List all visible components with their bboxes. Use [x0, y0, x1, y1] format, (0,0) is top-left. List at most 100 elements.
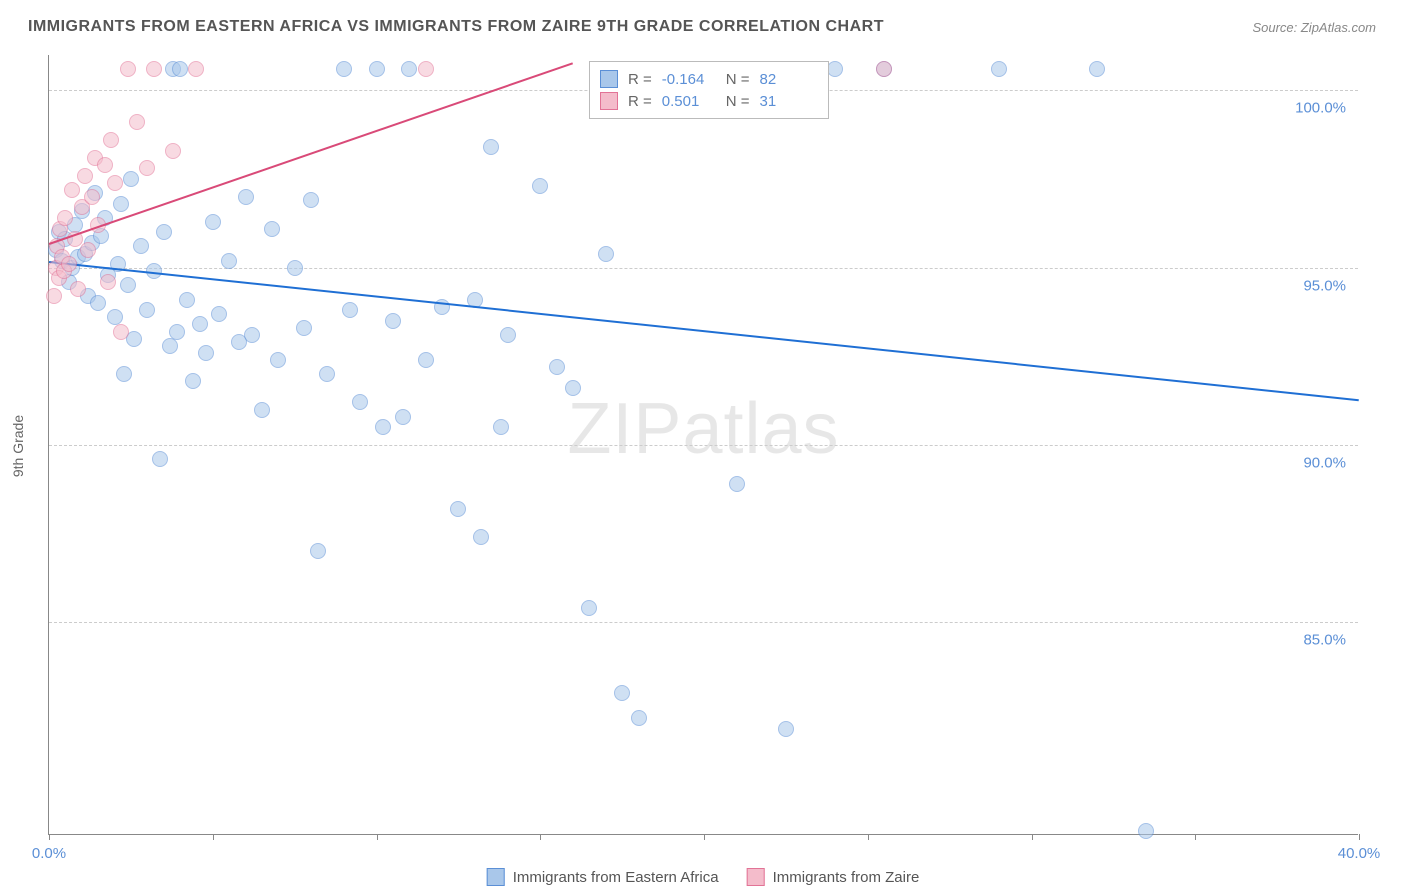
data-point — [876, 61, 892, 77]
data-point — [84, 189, 100, 205]
y-tick-label: 90.0% — [1303, 455, 1346, 472]
data-point — [64, 182, 80, 198]
x-tick — [704, 834, 705, 840]
data-point — [270, 352, 286, 368]
data-point — [179, 292, 195, 308]
series-swatch — [600, 70, 618, 88]
data-point — [97, 157, 113, 173]
stats-row: R =0.501N =31 — [600, 90, 814, 112]
x-tick — [377, 834, 378, 840]
legend: Immigrants from Eastern Africa Immigrants… — [487, 868, 920, 886]
data-point — [120, 277, 136, 293]
data-point — [70, 281, 86, 297]
data-point — [598, 246, 614, 262]
data-point — [450, 501, 466, 517]
data-point — [90, 295, 106, 311]
data-point — [107, 175, 123, 191]
data-point — [244, 327, 260, 343]
legend-item: Immigrants from Eastern Africa — [487, 868, 719, 886]
data-point — [103, 132, 119, 148]
watermark: ZIPatlas — [567, 388, 839, 470]
data-point — [146, 61, 162, 77]
x-tick — [49, 834, 50, 840]
data-point — [211, 306, 227, 322]
data-point — [165, 143, 181, 159]
gridline — [49, 445, 1358, 446]
n-value: 82 — [760, 71, 814, 88]
n-label: N = — [726, 71, 750, 88]
legend-swatch — [487, 868, 505, 886]
data-point — [827, 61, 843, 77]
data-point — [395, 409, 411, 425]
data-point — [336, 61, 352, 77]
data-point — [631, 710, 647, 726]
data-point — [1089, 61, 1105, 77]
data-point — [287, 260, 303, 276]
chart-title: IMMIGRANTS FROM EASTERN AFRICA VS IMMIGR… — [28, 18, 884, 36]
data-point — [238, 189, 254, 205]
y-tick-label: 85.0% — [1303, 632, 1346, 649]
r-label: R = — [628, 93, 652, 110]
data-point — [296, 320, 312, 336]
data-point — [46, 288, 62, 304]
data-point — [303, 192, 319, 208]
data-point — [369, 61, 385, 77]
data-point — [123, 171, 139, 187]
x-tick — [1195, 834, 1196, 840]
data-point — [100, 274, 116, 290]
data-point — [198, 345, 214, 361]
data-point — [729, 476, 745, 492]
y-tick-label: 100.0% — [1295, 100, 1346, 117]
data-point — [113, 324, 129, 340]
data-point — [483, 139, 499, 155]
y-tick-label: 95.0% — [1303, 277, 1346, 294]
data-point — [385, 313, 401, 329]
data-point — [113, 196, 129, 212]
data-point — [80, 242, 96, 258]
legend-item: Immigrants from Zaire — [747, 868, 920, 886]
series-swatch — [600, 92, 618, 110]
data-point — [192, 316, 208, 332]
data-point — [352, 394, 368, 410]
data-point — [152, 451, 168, 467]
data-point — [221, 253, 237, 269]
data-point — [375, 419, 391, 435]
r-value: -0.164 — [662, 71, 716, 88]
data-point — [532, 178, 548, 194]
data-point — [129, 114, 145, 130]
data-point — [418, 61, 434, 77]
data-point — [565, 380, 581, 396]
data-point — [120, 61, 136, 77]
y-axis-title: 9th Grade — [10, 415, 26, 477]
r-label: R = — [628, 71, 652, 88]
x-tick — [213, 834, 214, 840]
data-point — [778, 721, 794, 737]
data-point — [133, 238, 149, 254]
r-value: 0.501 — [662, 93, 716, 110]
data-point — [77, 168, 93, 184]
source-label: Source: ZipAtlas.com — [1252, 20, 1376, 35]
legend-label: Immigrants from Eastern Africa — [513, 869, 719, 886]
data-point — [169, 324, 185, 340]
data-point — [264, 221, 280, 237]
plot-area: ZIPatlas 85.0%90.0%95.0%100.0%0.0%40.0%R… — [48, 55, 1358, 835]
x-axis-label: 40.0% — [1338, 845, 1381, 862]
data-point — [139, 160, 155, 176]
data-point — [156, 224, 172, 240]
data-point — [418, 352, 434, 368]
x-tick — [868, 834, 869, 840]
x-tick — [1032, 834, 1033, 840]
stats-row: R = -0.164 N = 82 — [600, 68, 814, 90]
data-point — [614, 685, 630, 701]
data-point — [116, 366, 132, 382]
data-point — [205, 214, 221, 230]
data-point — [172, 61, 188, 77]
data-point — [188, 61, 204, 77]
data-point — [549, 359, 565, 375]
gridline — [49, 268, 1358, 269]
data-point — [254, 402, 270, 418]
data-point — [319, 366, 335, 382]
data-point — [493, 419, 509, 435]
data-point — [500, 327, 516, 343]
data-point — [185, 373, 201, 389]
